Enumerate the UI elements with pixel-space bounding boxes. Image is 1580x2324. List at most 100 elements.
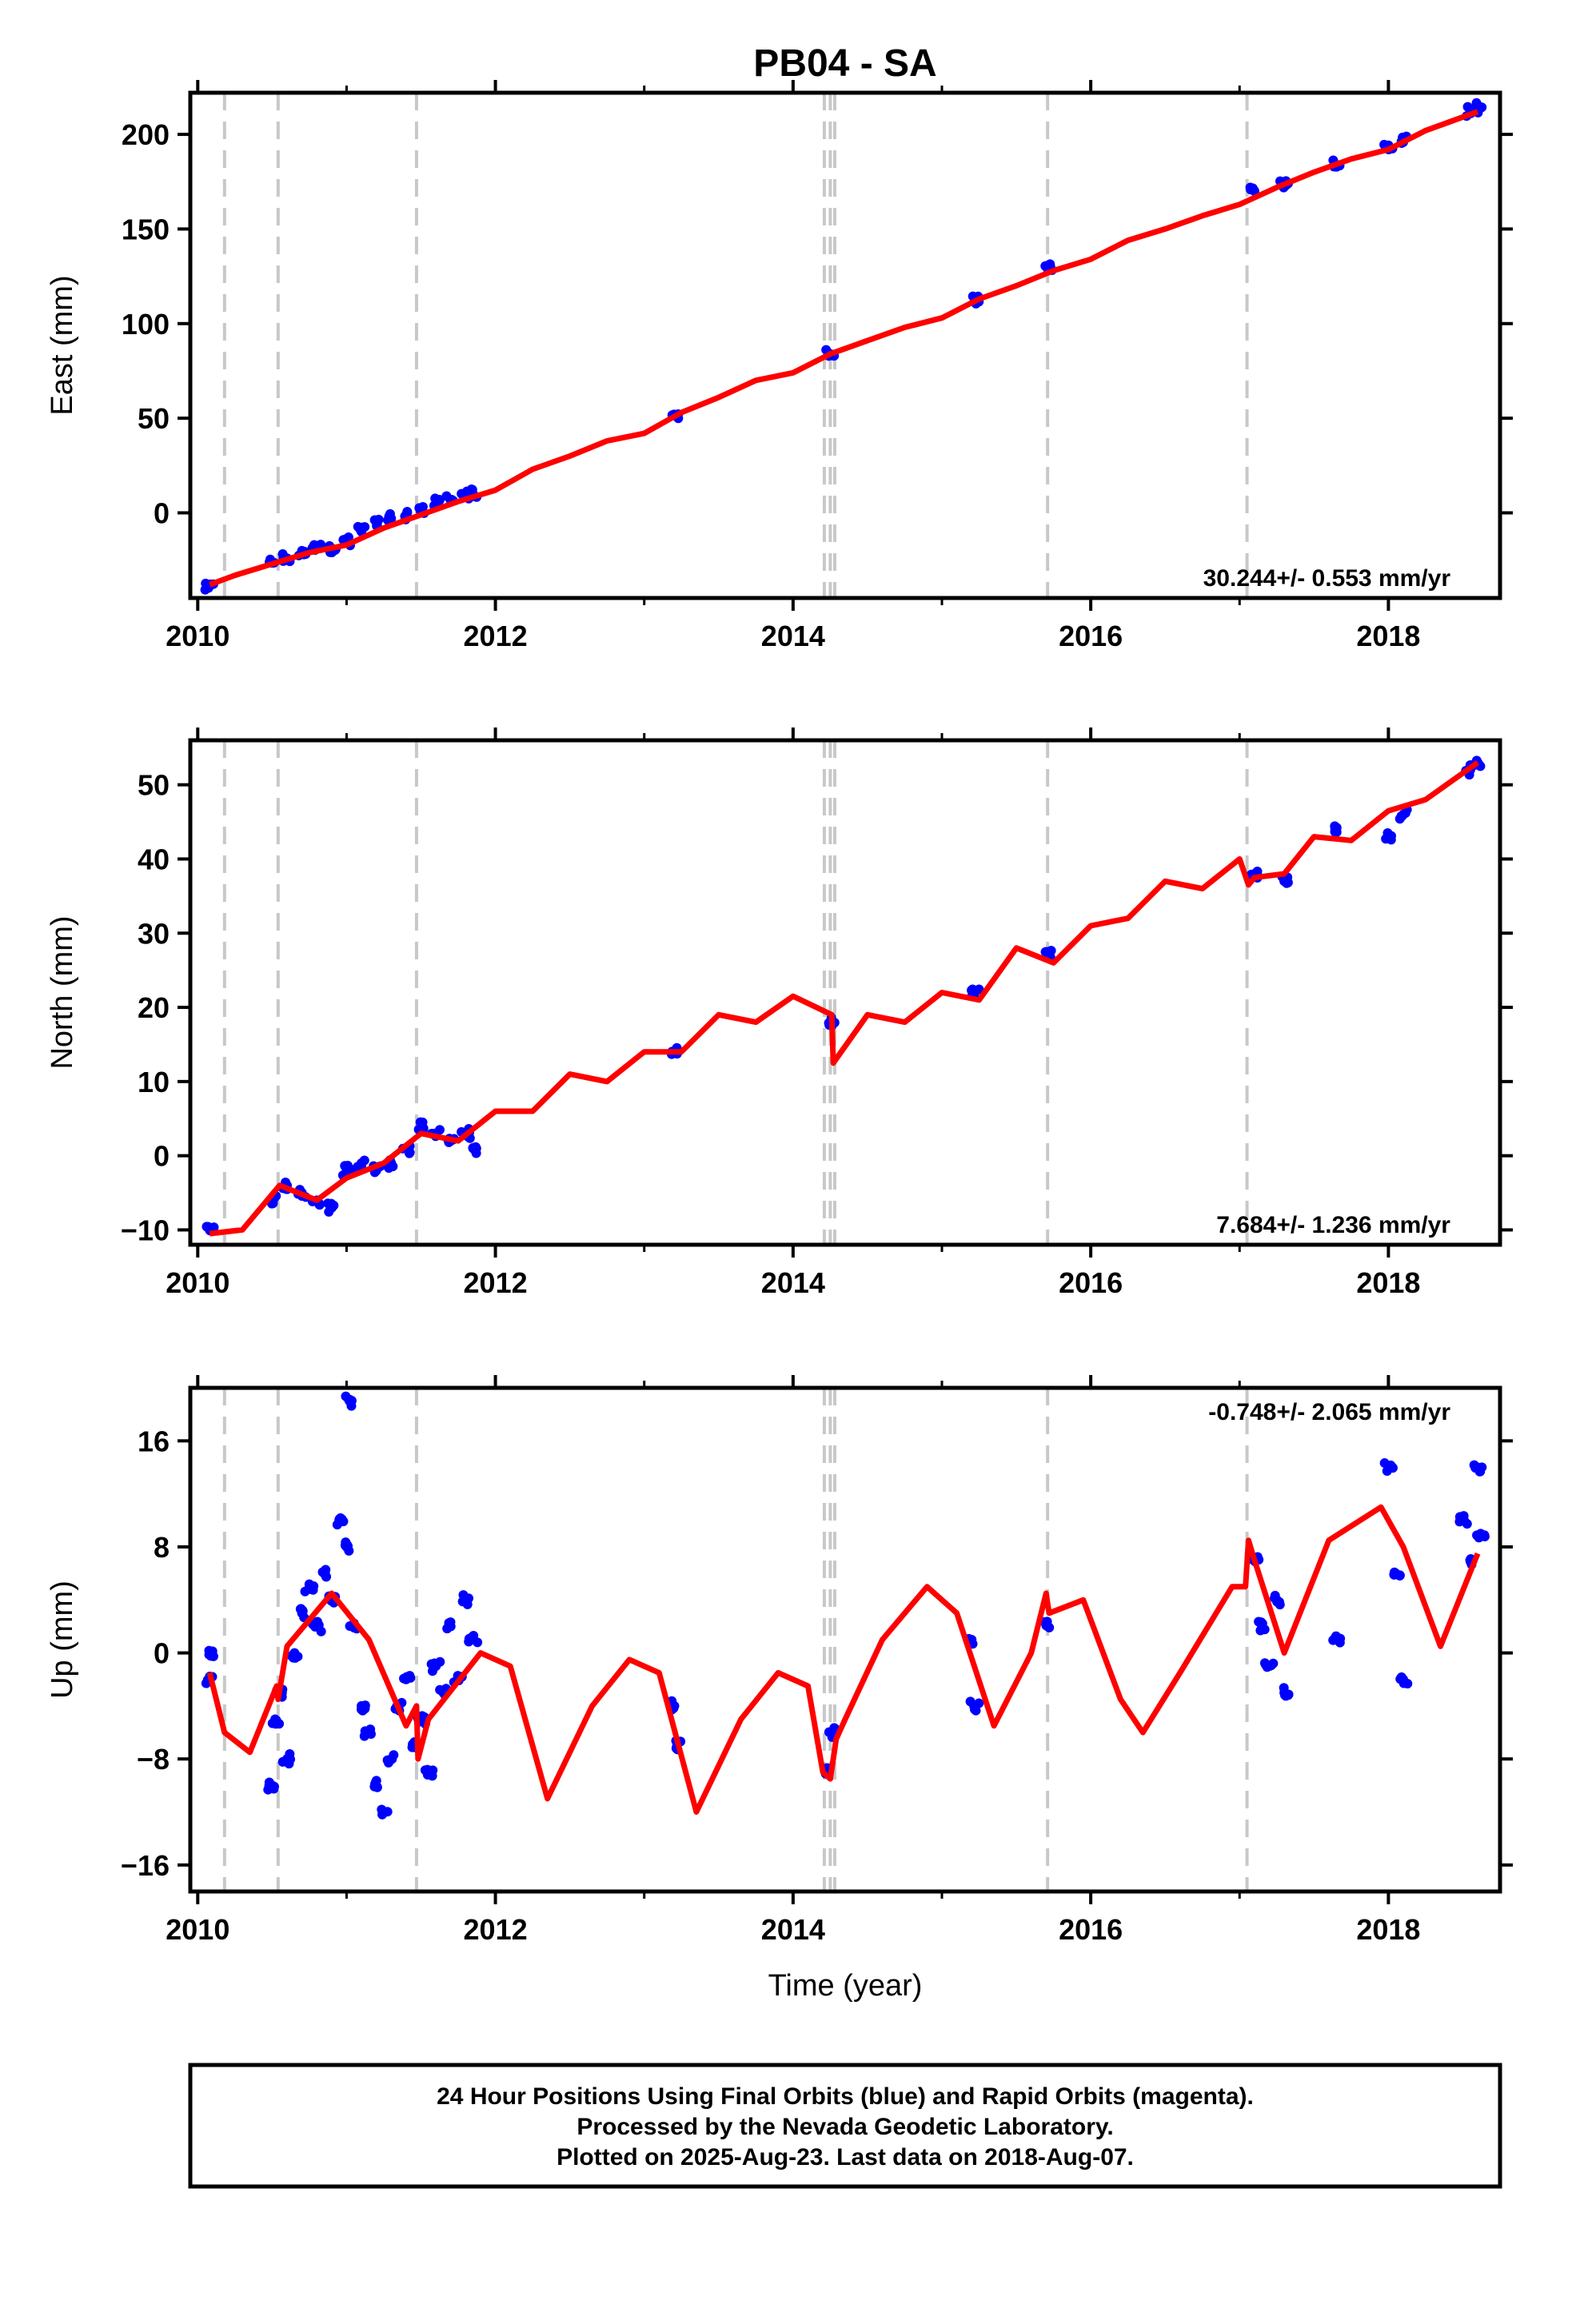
data-point <box>1254 1616 1264 1627</box>
y-tick-label: 16 <box>138 1425 170 1457</box>
footer-line-1: 24 Hour Positions Using Final Orbits (bl… <box>437 2083 1254 2110</box>
y-tick-label: 50 <box>138 769 170 802</box>
data-point <box>293 1652 303 1662</box>
x-tick-label: 2016 <box>1059 1266 1123 1299</box>
footer-line-2: Processed by the Nevada Geodetic Laborat… <box>577 2114 1113 2140</box>
model-line <box>209 759 1480 1237</box>
data-point <box>304 1579 314 1589</box>
x-tick-label: 2014 <box>761 1266 825 1299</box>
data-point <box>205 1651 216 1661</box>
data-point <box>359 1155 369 1166</box>
data-point <box>285 1748 295 1759</box>
y-tick-label: 100 <box>122 308 170 341</box>
data-point <box>384 514 394 524</box>
data-point <box>968 984 978 995</box>
data-point <box>329 1200 339 1210</box>
y-tick-label: 0 <box>154 496 170 529</box>
y-tick-label: 50 <box>138 402 170 435</box>
data-point <box>1042 1616 1052 1627</box>
plot-frame <box>188 90 1502 600</box>
y-tick-label: 10 <box>138 1066 170 1098</box>
data-point <box>373 516 383 527</box>
data-point <box>365 1728 376 1739</box>
data-point <box>1475 1466 1486 1477</box>
data-points <box>201 1391 1490 1820</box>
x-tick-label: 2016 <box>1059 620 1123 652</box>
data-point <box>360 1704 370 1714</box>
footer-line-3: Plotted on 2025-Aug-23. Last data on 201… <box>557 2144 1134 2171</box>
x-axis-label: Time (year) <box>768 1969 923 2003</box>
data-point <box>1479 1531 1490 1541</box>
data-point <box>469 1144 479 1154</box>
data-point <box>1379 139 1390 149</box>
data-point <box>1274 1597 1284 1607</box>
data-points <box>201 755 1486 1236</box>
plot-frame <box>188 738 1502 1247</box>
data-point <box>1394 1570 1405 1581</box>
data-point <box>1283 1689 1294 1700</box>
data-point <box>341 1537 351 1548</box>
x-tick-label: 2010 <box>166 1266 229 1299</box>
data-point <box>402 508 413 518</box>
data-point <box>201 1678 211 1688</box>
rate-label: -0.748+/- 2.065 mm/yr <box>1208 1399 1450 1425</box>
data-point <box>321 1565 331 1575</box>
data-point <box>356 524 366 534</box>
data-point <box>300 1586 310 1597</box>
x-tick-label: 2014 <box>761 1913 825 1946</box>
x-tick-label: 2018 <box>1356 1266 1420 1299</box>
y-tick-label: 40 <box>138 843 170 875</box>
data-point <box>377 1804 387 1815</box>
footer-box: 24 Hour Positions Using Final Orbits (bl… <box>188 2063 1502 2189</box>
data-point <box>334 1514 345 1525</box>
data-point <box>371 1776 381 1787</box>
data-point <box>1454 1517 1465 1527</box>
data-point <box>321 1572 332 1582</box>
data-point <box>405 1671 415 1681</box>
y-tick-label: 30 <box>138 917 170 950</box>
panel-3: 2010 2012 2014 2016 2018 16 8 0 −8 −16 Up (mm) Time… <box>46 1375 1513 2003</box>
data-point <box>1247 183 1258 193</box>
rate-label: 30.244+/- 0.553 mm/yr <box>1203 565 1451 592</box>
data-point <box>1381 834 1391 844</box>
data-point <box>1402 1679 1413 1689</box>
y-tick-label: 0 <box>154 1637 170 1670</box>
data-point <box>430 493 441 504</box>
data-point <box>388 1161 398 1171</box>
data-point <box>427 1771 437 1781</box>
data-point <box>1330 823 1340 834</box>
data-point <box>1045 259 1055 269</box>
x-tick-label: 2018 <box>1356 1913 1420 1946</box>
y-tick-label: −10 <box>121 1214 170 1246</box>
y-tick-label: 8 <box>154 1531 170 1564</box>
data-point <box>1394 814 1405 824</box>
panel-2: 2010 2012 2014 2016 201850403020100−10North … <box>46 727 1513 1299</box>
x-tick-label: 2018 <box>1356 620 1420 652</box>
data-point <box>969 1704 980 1715</box>
data-point <box>1474 101 1484 111</box>
y-tick-label: 150 <box>122 213 170 245</box>
model-line <box>206 1504 1481 1815</box>
y-axis-label: North (mm) <box>46 915 79 1069</box>
data-point <box>445 1617 456 1628</box>
data-point <box>297 1606 308 1616</box>
x-tick-label: 2012 <box>464 1913 528 1946</box>
chart-title: PB04 - SA <box>753 42 936 85</box>
data-point <box>464 1593 474 1604</box>
data-point <box>1395 1674 1406 1684</box>
y-tick-label: 0 <box>154 1140 170 1173</box>
data-point <box>344 1163 354 1174</box>
x-tick-label: 2014 <box>761 620 825 652</box>
data-point <box>431 1660 441 1671</box>
data-point <box>385 1756 395 1766</box>
data-point <box>1259 1624 1270 1635</box>
y-axis-label: Up (mm) <box>46 1581 79 1699</box>
panel-1: 2010 2012 2014 2016 2018 200 150 100 50 0 East (mm… <box>46 80 1513 652</box>
data-point <box>269 1781 279 1792</box>
x-tick-label: 2012 <box>464 1266 528 1299</box>
y-tick-label: 20 <box>138 991 170 1024</box>
data-point <box>316 1626 326 1636</box>
model-line <box>208 109 1479 588</box>
